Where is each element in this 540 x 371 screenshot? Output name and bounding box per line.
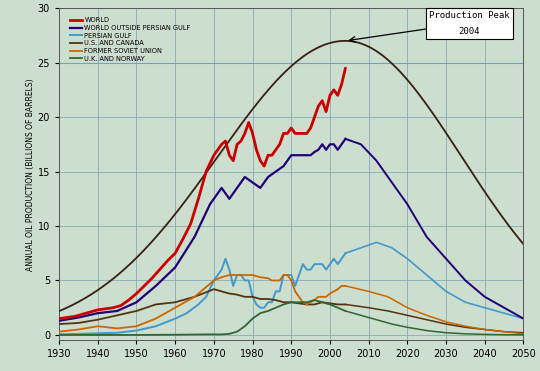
Legend: WORLD, WORLD OUTSIDE PERSIAN GULF, PERSIAN GULF, U.S. AND CANADA, FORMER SOVIET : WORLD, WORLD OUTSIDE PERSIAN GULF, PERSI… [67, 15, 193, 65]
Text: Production Peak
2004: Production Peak 2004 [429, 11, 510, 36]
Y-axis label: ANNUAL OIL PRODUCTION (BILLIONS OF BARRELS): ANNUAL OIL PRODUCTION (BILLIONS OF BARRE… [26, 78, 35, 270]
